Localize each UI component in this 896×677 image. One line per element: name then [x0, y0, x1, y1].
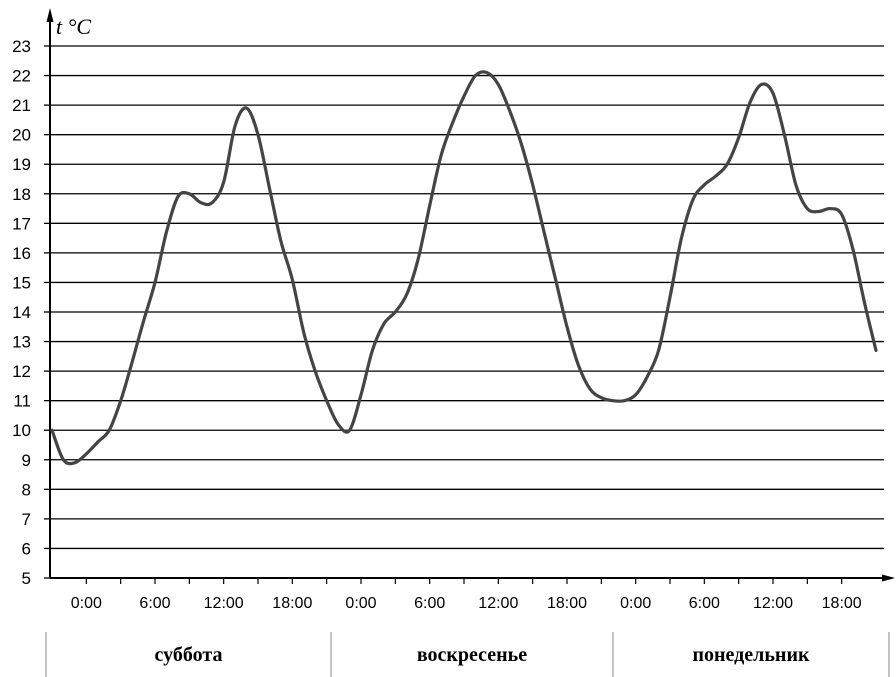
x-tick-label: 6:00 — [414, 595, 445, 612]
y-tick-label: 7 — [22, 510, 31, 529]
x-tick-label: 18:00 — [272, 595, 312, 612]
y-tick-label: 5 — [22, 569, 31, 588]
x-tick-labels: 0:00 6:00 12:00 18:00 0:00 6:00 12:00 18:00 0:00… — [71, 578, 862, 612]
x-tick-label: 18:00 — [822, 595, 862, 612]
y-tick-label: 18 — [12, 185, 31, 204]
y-tick-label: 15 — [12, 273, 31, 292]
y-tick-label: 16 — [12, 244, 31, 263]
y-tick-label: 21 — [12, 96, 31, 115]
x-tick-label: 0:00 — [620, 595, 651, 612]
y-tick-label: 10 — [12, 421, 31, 440]
y-tick-label: 13 — [12, 333, 31, 352]
y-tick-label: 17 — [12, 214, 31, 233]
x-tick-label: 0:00 — [345, 595, 376, 612]
temperature-line — [50, 70, 878, 466]
y-tick-label: 19 — [12, 155, 31, 174]
y-tick-label: 23 — [12, 37, 31, 56]
x-tick-label: 0:00 — [71, 595, 102, 612]
day-label: воскресенье — [417, 644, 527, 666]
y-tick-label: 22 — [12, 67, 31, 86]
day-labels: суббота воскресенье понедельник — [45, 632, 890, 677]
day-label: понедельник — [692, 644, 809, 666]
x-tick-label: 12:00 — [478, 595, 518, 612]
grid-lines — [50, 45, 884, 550]
y-axis-arrow — [46, 8, 54, 22]
x-tick-label: 12:00 — [753, 595, 793, 612]
x-tick-label: 6:00 — [139, 595, 170, 612]
y-tick-label: 14 — [12, 303, 31, 322]
y-tick-label: 6 — [22, 539, 31, 558]
x-tick-label: 18:00 — [547, 595, 587, 612]
x-tick-label: 12:00 — [204, 595, 244, 612]
y-tick-label: 9 — [22, 451, 31, 470]
x-tick-label: 6:00 — [689, 595, 720, 612]
day-label: суббота — [155, 644, 223, 666]
y-tick-label: 20 — [12, 126, 31, 145]
y-tick-label: 12 — [12, 362, 31, 381]
y-tick-label: 8 — [22, 480, 31, 499]
axes: t °C — [46, 8, 895, 582]
x-axis-arrow — [882, 574, 895, 582]
y-tick-labels: 5 6 7 8 9 10 11 12 13 14 15 16 17 18 19 20 21 22 23 — [12, 37, 50, 588]
y-tick-label: 11 — [13, 392, 31, 411]
y-axis-title: t °C — [56, 14, 91, 39]
